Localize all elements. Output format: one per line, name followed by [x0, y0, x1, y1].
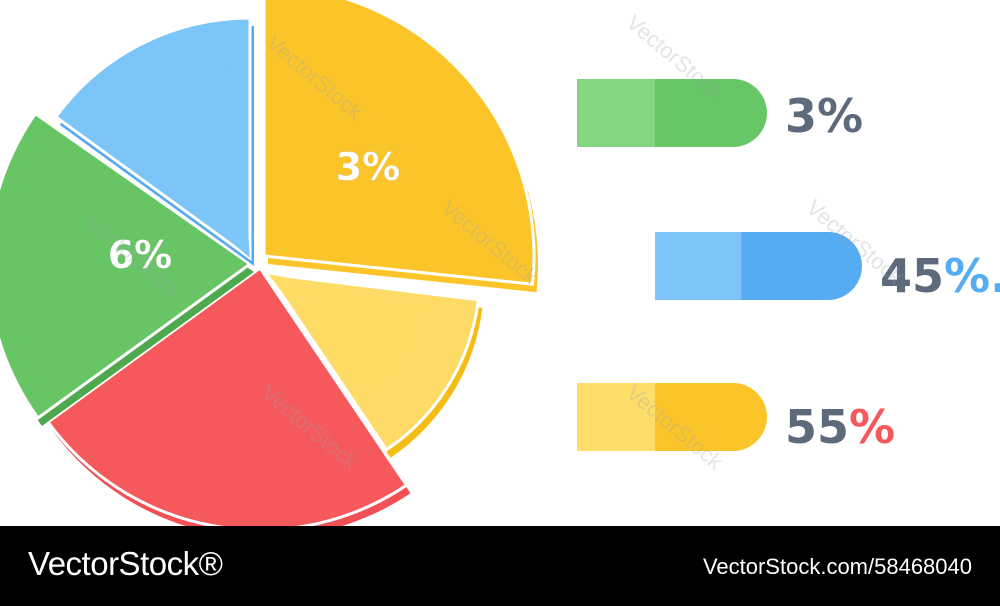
legend-bar-dark: [655, 383, 767, 451]
pie-slice-highlight: [106, 71, 250, 258]
chart-svg: 3%6% 3%45%.55% VectorStockVectorStockVec…: [0, 0, 1000, 526]
pie-slice-label: 3%: [336, 145, 401, 189]
chart-area: 3%6% 3%45%.55% VectorStockVectorStockVec…: [0, 0, 1000, 526]
legend-percent-sign: %: [817, 89, 863, 143]
legend-bar-dark: [741, 232, 862, 300]
bar-legend: 3% 45%. 55%: [577, 79, 1000, 454]
legend-bar-1: 3%: [577, 79, 863, 147]
legend-bar-3: 55%: [577, 383, 895, 454]
pie-slice-face: [45, 265, 409, 526]
legend-value-number: 55: [785, 400, 849, 454]
legend-value-number: 3: [785, 89, 817, 143]
legend-bar-light: [655, 232, 742, 300]
pie-slice-2: [264, 272, 483, 458]
pie-slice-highlight: [268, 274, 431, 405]
pie-slice-face: [0, 111, 253, 421]
pie-slice-4: 6%: [0, 111, 254, 426]
pie-slice-3: [45, 265, 411, 526]
pie-slice-5: [53, 16, 254, 266]
legend-value-number: 45: [880, 249, 944, 303]
pie-chart: 3% 6%: [0, 0, 538, 526]
legend-value-label: 3%: [785, 89, 863, 143]
legend-bar-light: [577, 79, 655, 147]
pie-slice-1: 3%: [262, 0, 538, 293]
footer-image-id: VectorStock.com/58468040: [702, 554, 972, 579]
legend-value-label: 45%.: [880, 249, 1000, 303]
legend-bar-light: [577, 383, 655, 451]
pie-slice-face: [262, 0, 536, 286]
legend-bar-2: 45%.: [655, 232, 1000, 303]
legend-value-label: 55%: [785, 400, 895, 454]
legend-bar-dark: [655, 79, 767, 147]
pie-slice-label: 6%: [108, 233, 173, 277]
footer-bar: VectorStock® VectorStock.com/58468040: [0, 526, 1000, 606]
legend-percent-sign: %: [849, 400, 895, 454]
legend-percent-sign: %.: [944, 249, 1000, 303]
footer-brand-logo[interactable]: VectorStock®: [28, 545, 223, 582]
